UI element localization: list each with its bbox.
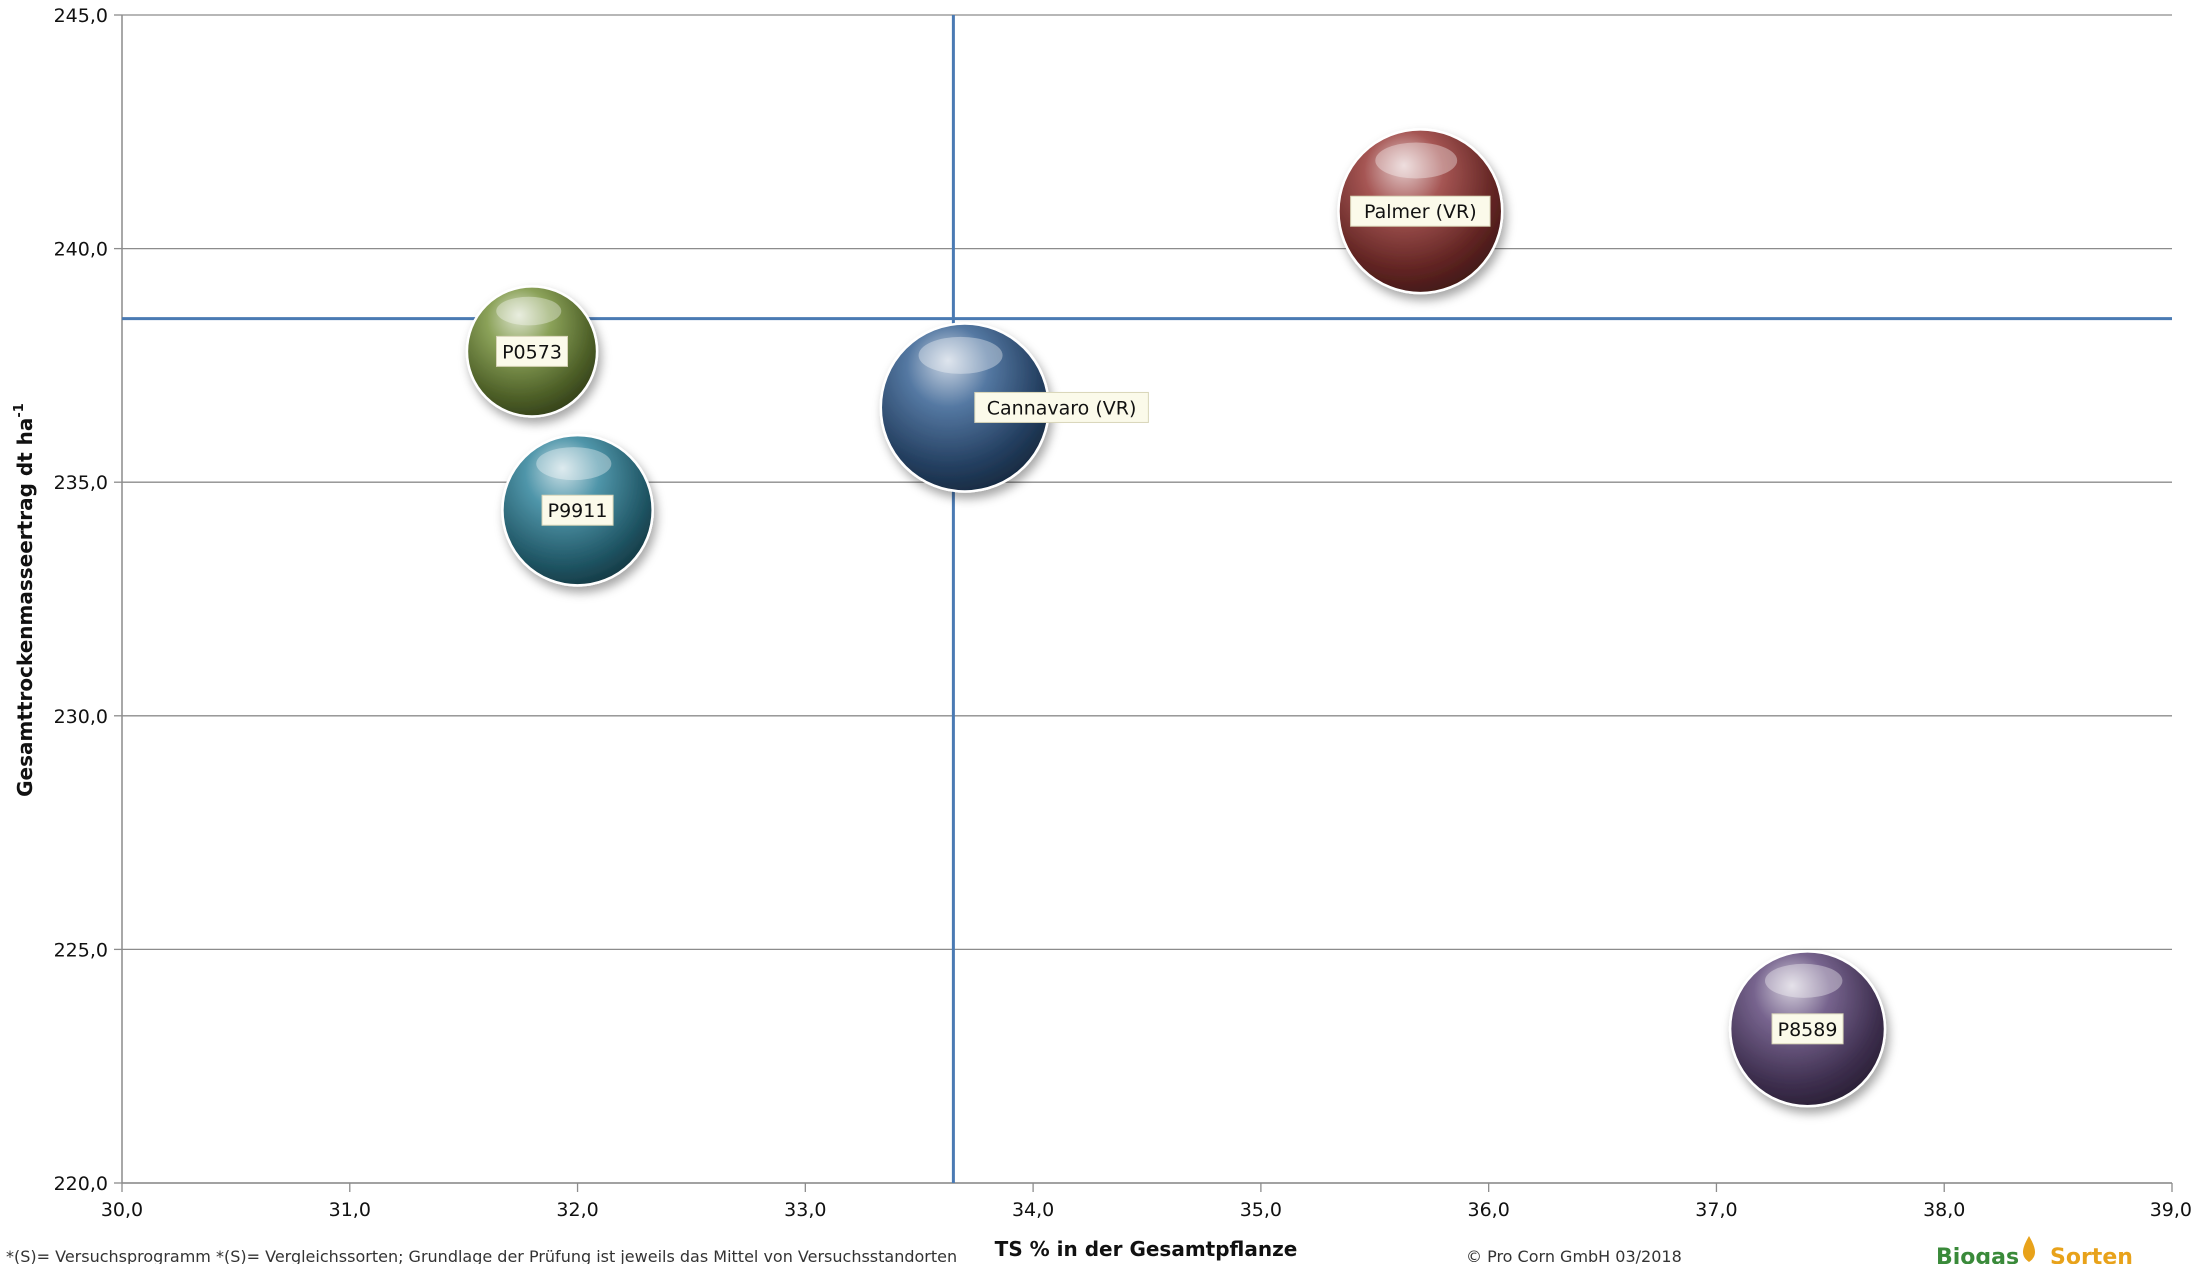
x-tick-label: 39,0 (2150, 1199, 2192, 1221)
bubble-label-p0573: P0573 (496, 335, 568, 367)
bubble-highlight (496, 296, 562, 326)
reference-lines (122, 15, 2172, 1183)
y-axis-title-superscript: -1 (12, 403, 27, 417)
y-axis-ticks: 220,0 225,0 230,0 235,0 240,0 245,0 (54, 5, 122, 1195)
y-tick-label: 220,0 (54, 1173, 108, 1195)
bubble-label-p9911: P9911 (541, 494, 614, 526)
flame-icon (2022, 1236, 2036, 1262)
x-tick-label: 36,0 (1468, 1199, 1510, 1221)
y-tick-label: 230,0 (54, 706, 108, 728)
x-tick-label: 33,0 (784, 1199, 826, 1221)
x-tick-label: 30,0 (101, 1199, 143, 1221)
y-axis-title-main: Gesamttrockenmasseertrag dt ha (13, 418, 37, 797)
x-tick-label: 31,0 (329, 1199, 371, 1221)
bubble-highlight (1764, 963, 1843, 998)
logo-word-sorten: Sorten (2050, 1245, 2133, 1264)
x-tick-label: 37,0 (1695, 1199, 1737, 1221)
x-axis-ticks: 30,0 31,0 32,0 33,0 34,0 35,0 36,0 37,0 38,0 39,0 (101, 1183, 2192, 1221)
footer-note: *(S)= Versuchsprogramm *(S)= Vergleichss… (6, 1247, 957, 1264)
bubble-label-text: P8589 (1778, 1019, 1838, 1041)
bubble-label-text: Cannavaro (VR) (987, 397, 1137, 419)
bubble-label-box (1771, 1013, 1844, 1045)
bubble-label-box (541, 494, 614, 526)
y-tick-label: 225,0 (54, 939, 108, 961)
y-tick-label: 245,0 (54, 5, 108, 27)
bubble-label-cannavaro-vr: Cannavaro (VR) (974, 391, 1149, 423)
x-tick-label: 32,0 (556, 1199, 598, 1221)
bubble-highlight (536, 447, 612, 481)
x-axis-title: TS % in der Gesamtpflanze (995, 1237, 1298, 1261)
bubble-labels: P0573 P9911 Cannavaro (VR) Palmer (VR) P8589 (496, 195, 1844, 1045)
bubble-label-box (1350, 195, 1491, 227)
bubble-highlight (918, 336, 1003, 374)
bubble-label-p8589: P8589 (1771, 1013, 1844, 1045)
bubble-label-text: P9911 (548, 500, 608, 522)
logo-word-biogas: Biogas (1936, 1245, 2019, 1264)
bubble-label-text: P0573 (502, 341, 562, 363)
bubble-label-palmer-vr: Palmer (VR) (1350, 195, 1491, 227)
x-tick-label: 34,0 (1012, 1199, 1054, 1221)
y-tick-label: 240,0 (54, 239, 108, 261)
y-tick-label: 235,0 (54, 472, 108, 494)
x-tick-label: 38,0 (1923, 1199, 1965, 1221)
bubble-highlight (1375, 142, 1458, 179)
bubble-label-box (496, 335, 568, 367)
biogas-sorten-logo: Biogas Sorten (1936, 1236, 2133, 1264)
bubble-label-box (974, 391, 1149, 423)
bubbles (465, 128, 1887, 1108)
footer-copyright: © Pro Corn GmbH 03/2018 (1466, 1247, 1682, 1264)
bubble-label-text: Palmer (VR) (1364, 201, 1477, 223)
axes (121, 15, 2172, 1184)
y-axis-title: Gesamttrockenmasseertrag dt ha-1 (12, 403, 37, 797)
x-tick-label: 35,0 (1240, 1199, 1282, 1221)
